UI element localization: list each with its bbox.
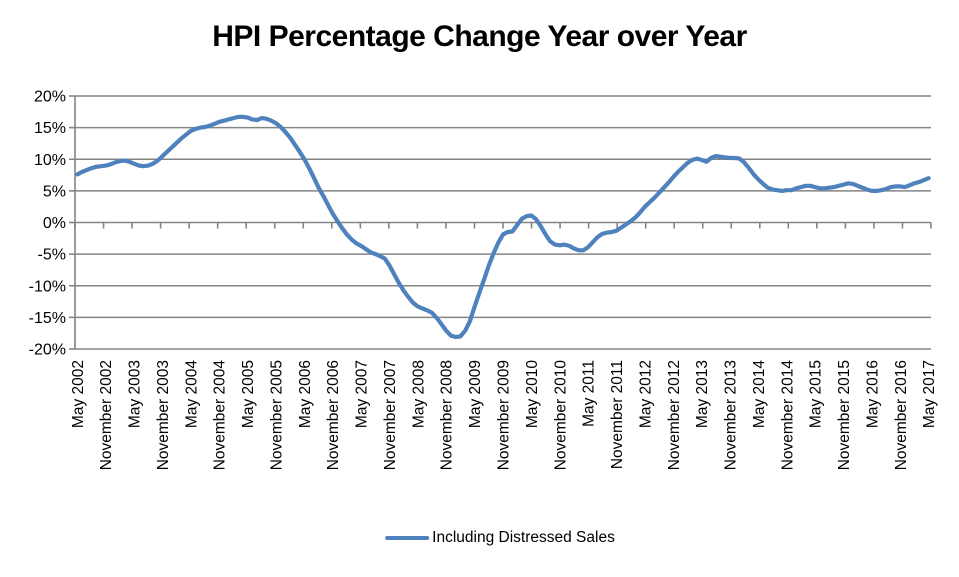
x-axis-label: November 2003	[155, 360, 172, 470]
x-axis-label: May 2004	[183, 360, 200, 428]
y-axis-label: 0%	[43, 215, 66, 232]
x-axis-label: May 2009	[467, 360, 484, 428]
y-axis-label: 5%	[43, 183, 66, 200]
x-axis-label: November 2005	[268, 360, 285, 470]
x-axis-label: November 2013	[723, 360, 740, 470]
y-axis-label: 20%	[34, 89, 66, 106]
y-axis-label: 15%	[34, 120, 66, 137]
x-axis-label: May 2011	[581, 360, 598, 427]
x-axis-label: November 2009	[496, 360, 513, 470]
x-axis-label: May 2017	[921, 360, 938, 428]
y-axis-label: 10%	[34, 152, 66, 169]
x-axis-label: November 2014	[779, 360, 796, 471]
y-axis-label: -10%	[29, 278, 66, 295]
x-axis-label: May 2010	[524, 360, 541, 428]
legend-label: Including Distressed Sales	[432, 529, 615, 546]
x-axis-label: May 2007	[354, 360, 371, 428]
x-axis-label: November 2008	[439, 360, 456, 470]
legend: Including Distressed Sales	[385, 529, 615, 547]
x-axis-label: May 2002	[70, 360, 87, 428]
x-axis-label: November 2016	[893, 360, 910, 470]
x-axis-label: May 2003	[127, 360, 144, 428]
x-axis-label: May 2012	[637, 360, 654, 428]
x-axis-label: May 2015	[808, 360, 825, 428]
x-axis-label: November 2015	[836, 360, 853, 470]
y-axis-label: -20%	[29, 342, 66, 359]
x-axis-label: November 2010	[552, 360, 569, 471]
y-axis-label: -15%	[29, 310, 66, 327]
x-axis-label: November 2007	[382, 360, 399, 470]
series-line-including-distressed-sales	[75, 114, 931, 340]
x-axis-label: November 2002	[98, 360, 115, 470]
x-axis-label: November 2012	[666, 360, 683, 470]
x-axis-label: November 2004	[212, 360, 229, 471]
x-axis-label: November 2011	[609, 360, 626, 469]
chart-title: HPI Percentage Change Year over Year	[212, 20, 747, 53]
y-axis-label: -5%	[38, 247, 66, 264]
x-axis-label: May 2005	[240, 360, 257, 428]
x-axis-label: May 2008	[410, 360, 427, 428]
x-axis-label: May 2014	[751, 360, 768, 428]
x-axis-label: May 2006	[297, 360, 314, 428]
legend-line-sample	[385, 536, 430, 540]
x-axis-label: May 2013	[694, 360, 711, 428]
x-axis-label: May 2016	[864, 360, 881, 428]
x-axis-label: November 2006	[325, 360, 342, 470]
